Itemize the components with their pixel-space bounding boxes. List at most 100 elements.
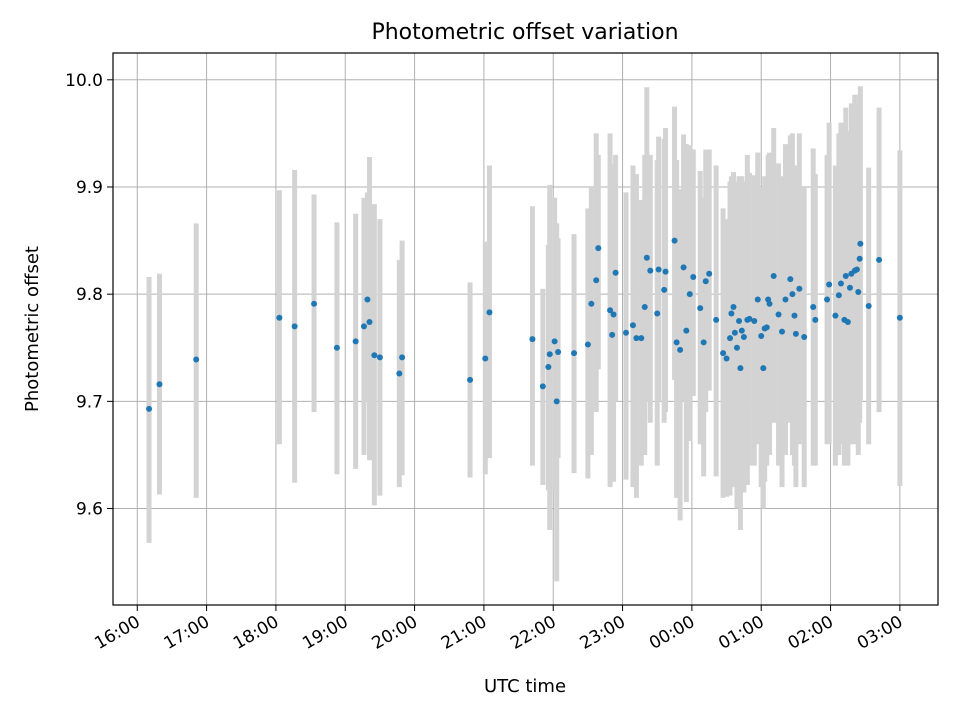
data-point (396, 370, 403, 377)
data-point (623, 329, 630, 336)
y-tick-label: 9.7 (76, 392, 103, 412)
data-point (733, 344, 740, 351)
data-point (595, 245, 602, 252)
data-point (740, 334, 747, 341)
data-point (810, 304, 817, 311)
data-point (482, 355, 489, 362)
data-point (796, 285, 803, 292)
y-tick-label: 9.8 (76, 285, 103, 305)
data-point (702, 278, 709, 285)
data-point (677, 346, 684, 353)
data-point (311, 300, 318, 307)
data-point (366, 319, 373, 326)
data-point (654, 310, 661, 317)
data-point (467, 376, 474, 383)
data-point (609, 331, 616, 338)
data-point (791, 312, 798, 319)
data-point (352, 338, 359, 345)
data-point (690, 274, 697, 281)
data-point (638, 335, 645, 342)
data-point (364, 296, 371, 303)
data-point (683, 327, 690, 334)
data-point (276, 314, 283, 321)
chart-title: Photometric offset variation (371, 20, 678, 45)
data-point (612, 269, 619, 276)
data-point (713, 316, 720, 323)
data-point (686, 291, 693, 298)
x-axis-label: UTC time (484, 676, 566, 697)
data-point (655, 266, 662, 273)
data-point (865, 302, 872, 309)
data-point (775, 311, 782, 318)
data-point (876, 256, 883, 263)
y-axis-label: Photometric offset (22, 246, 43, 412)
data-point (760, 365, 767, 372)
data-point (853, 266, 860, 273)
data-point (789, 291, 796, 298)
data-point (610, 311, 617, 318)
data-point (146, 405, 153, 412)
data-point (736, 317, 743, 324)
data-point (766, 300, 773, 307)
y-tick-label: 9.6 (76, 500, 103, 520)
data-point (770, 272, 777, 279)
data-point (842, 272, 849, 279)
data-point (824, 296, 831, 303)
data-point (812, 316, 819, 323)
data-point (731, 329, 738, 336)
data-point (661, 286, 668, 293)
data-point (333, 344, 340, 351)
data-point (529, 336, 536, 343)
data-point (399, 354, 406, 361)
data-point (758, 332, 765, 339)
data-point (539, 383, 546, 390)
data-point (706, 270, 713, 277)
data-point (826, 281, 833, 288)
data-point (844, 319, 851, 326)
data-point (553, 398, 560, 405)
data-point (751, 317, 758, 324)
data-point (291, 323, 298, 330)
data-point (629, 322, 636, 329)
data-point (360, 323, 367, 330)
data-point (156, 381, 163, 388)
data-point (643, 254, 650, 261)
data-point (832, 312, 839, 319)
data-point (738, 327, 745, 334)
data-point (647, 267, 654, 274)
data-point (662, 268, 669, 275)
data-point (779, 328, 786, 335)
data-point (641, 304, 648, 311)
data-point (782, 296, 789, 303)
y-tick-label: 9.9 (76, 178, 103, 198)
data-point (737, 365, 744, 372)
data-point (792, 330, 799, 337)
data-point (728, 310, 735, 317)
data-point (837, 280, 844, 287)
data-point (720, 350, 727, 357)
data-point (571, 350, 578, 357)
data-point (835, 292, 842, 299)
data-point (588, 300, 595, 307)
data-point (746, 315, 753, 322)
data-point (857, 240, 864, 247)
data-point (856, 255, 863, 262)
data-point (700, 339, 707, 346)
data-point (546, 351, 553, 358)
data-point (697, 305, 704, 312)
data-point (633, 335, 640, 342)
data-point (545, 364, 552, 371)
data-point (584, 341, 591, 348)
data-point (486, 309, 493, 316)
data-point (846, 284, 853, 291)
data-point (763, 324, 770, 331)
data-point (555, 349, 562, 356)
data-point (730, 304, 737, 311)
data-point (671, 237, 678, 244)
plot-area-frame (112, 52, 939, 606)
data-point (593, 277, 600, 284)
data-point (673, 339, 680, 346)
data-point (193, 356, 200, 363)
data-point (371, 352, 378, 359)
